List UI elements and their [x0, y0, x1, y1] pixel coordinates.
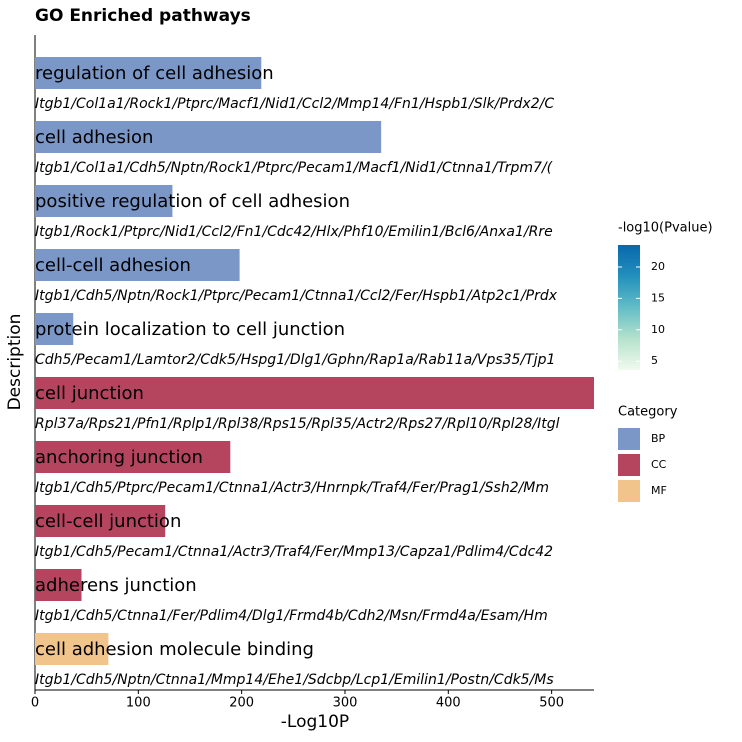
legend-label: CC — [651, 458, 667, 471]
bar — [35, 121, 382, 153]
bar-label: cell adhesion — [35, 127, 153, 148]
gene-list: Itgb1/Col1a1/Rock1/Ptprc/Macf1/Nid1/Ccl2… — [35, 96, 554, 112]
bar-label: cell-cell junction — [35, 511, 181, 532]
legend-title: Category — [618, 405, 678, 420]
legend-swatch — [618, 480, 640, 502]
bar-label: cell-cell adhesion — [35, 255, 191, 276]
bar — [35, 185, 173, 217]
gene-list: Itgb1/Cdh5/Pecam1/Ctnna1/Actr3/Traf4/Fer… — [35, 544, 553, 560]
colorbar-tick-label: 5 — [651, 354, 658, 367]
bar-label: cell junction — [35, 383, 144, 404]
x-tick-label: 0 — [31, 696, 39, 711]
bar — [35, 377, 594, 409]
legend-label: BP — [651, 432, 666, 445]
plot-area: regulation of cell adhesion Itgb1/Col1a1/… — [35, 57, 594, 688]
x-tick-label: 200 — [229, 696, 254, 711]
bar-label: protein localization to cell junction — [35, 319, 345, 340]
bar-label: regulation of cell adhesion — [35, 63, 274, 84]
x-tick-label: 100 — [126, 696, 151, 711]
gene-list: Itgb1/Cdh5/Ptprc/Pecam1/Ctnna1/Actr3/Hnr… — [35, 480, 549, 496]
gene-list: Itgb1/Cdh5/Ctnna1/Fer/Pdlim4/Dlg1/Frmd4b… — [35, 608, 548, 624]
bar-label: anchoring junction — [35, 447, 203, 468]
gene-list: Cdh5/Pecam1/Lamtor2/Cdk5/Hspg1/Dlg1/Gphn… — [35, 352, 555, 368]
bar-label: adherens junction — [35, 575, 197, 596]
x-tick-label: 400 — [436, 696, 461, 711]
legend-label: MF — [651, 484, 667, 497]
gene-list: Itgb1/Col1a1/Cdh5/Nptn/Rock1/Ptprc/Pecam… — [35, 160, 553, 176]
colorbar-tick-label: 15 — [651, 291, 665, 304]
colorbar-tick-label: 20 — [651, 260, 665, 273]
bar — [35, 249, 240, 281]
x-tick-label: 500 — [539, 696, 564, 711]
colorbar — [618, 245, 640, 370]
colorbar-tick-label: 10 — [651, 323, 665, 336]
gene-list: Itgb1/Cdh5/Nptn/Rock1/Ptprc/Pecam1/Ctnna… — [35, 288, 558, 304]
bar — [35, 633, 109, 665]
bar-label: positive regulation of cell adhesion — [35, 191, 350, 212]
chart-title: GO Enriched pathways — [35, 6, 251, 26]
x-axis-title: -Log10P — [281, 712, 349, 732]
legend-swatch — [618, 428, 640, 450]
gene-list: Rpl37a/Rps21/Pfn1/Rplp1/Rpl38/Rps15/Rpl3… — [35, 416, 560, 432]
gene-list: Itgb1/Cdh5/Nptn/Ctnna1/Mmp14/Ehe1/Sdcbp/… — [35, 672, 554, 688]
bar — [35, 57, 262, 89]
legend-swatch — [618, 454, 640, 476]
bar — [35, 441, 231, 473]
bar — [35, 313, 74, 345]
colorbar-title: -log10(Pvalue) — [618, 221, 713, 236]
bar-label: cell adhesion molecule binding — [35, 639, 314, 660]
bar — [35, 505, 166, 537]
x-tick-label: 300 — [333, 696, 358, 711]
bar — [35, 569, 82, 601]
gene-list: Itgb1/Rock1/Ptprc/Nid1/Ccl2/Fn1/Cdc42/Hl… — [35, 224, 553, 240]
y-axis-title: Description — [5, 314, 25, 411]
